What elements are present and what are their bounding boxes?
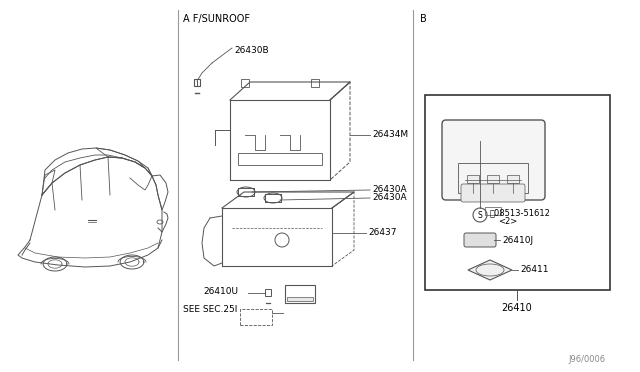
Text: SEE SEC.25I: SEE SEC.25I bbox=[183, 305, 237, 314]
Bar bbox=[265, 289, 271, 296]
Text: 26411: 26411 bbox=[520, 266, 548, 275]
FancyBboxPatch shape bbox=[464, 233, 496, 247]
Text: 26430B: 26430B bbox=[234, 45, 269, 55]
Text: <2>: <2> bbox=[498, 217, 517, 225]
Bar bbox=[458, 163, 528, 193]
Bar bbox=[487, 175, 499, 183]
Text: 26410U: 26410U bbox=[203, 288, 238, 296]
Text: 26430A: 26430A bbox=[372, 185, 406, 193]
Text: A F/SUNROOF: A F/SUNROOF bbox=[183, 14, 250, 24]
Bar bbox=[241, 79, 249, 87]
Bar bbox=[194, 79, 200, 86]
Bar bbox=[238, 153, 322, 165]
Bar bbox=[467, 175, 479, 183]
Text: S: S bbox=[477, 211, 483, 219]
Text: Ⓢ08513-51612: Ⓢ08513-51612 bbox=[490, 208, 551, 218]
Bar bbox=[425, 95, 610, 290]
Text: 26430A: 26430A bbox=[372, 192, 406, 202]
Bar bbox=[485, 207, 501, 215]
Polygon shape bbox=[468, 260, 512, 280]
Text: B: B bbox=[420, 14, 427, 24]
Bar bbox=[285, 285, 315, 303]
Text: 26410: 26410 bbox=[502, 303, 532, 313]
FancyBboxPatch shape bbox=[461, 184, 525, 202]
Bar bbox=[240, 309, 272, 325]
Text: 26437: 26437 bbox=[368, 228, 397, 237]
Text: J96/0006: J96/0006 bbox=[568, 355, 605, 364]
Bar bbox=[287, 297, 313, 301]
Text: 26434M: 26434M bbox=[372, 129, 408, 138]
Bar bbox=[311, 79, 319, 87]
FancyBboxPatch shape bbox=[442, 120, 545, 200]
Bar bbox=[507, 175, 519, 183]
Text: 26410J: 26410J bbox=[502, 235, 533, 244]
